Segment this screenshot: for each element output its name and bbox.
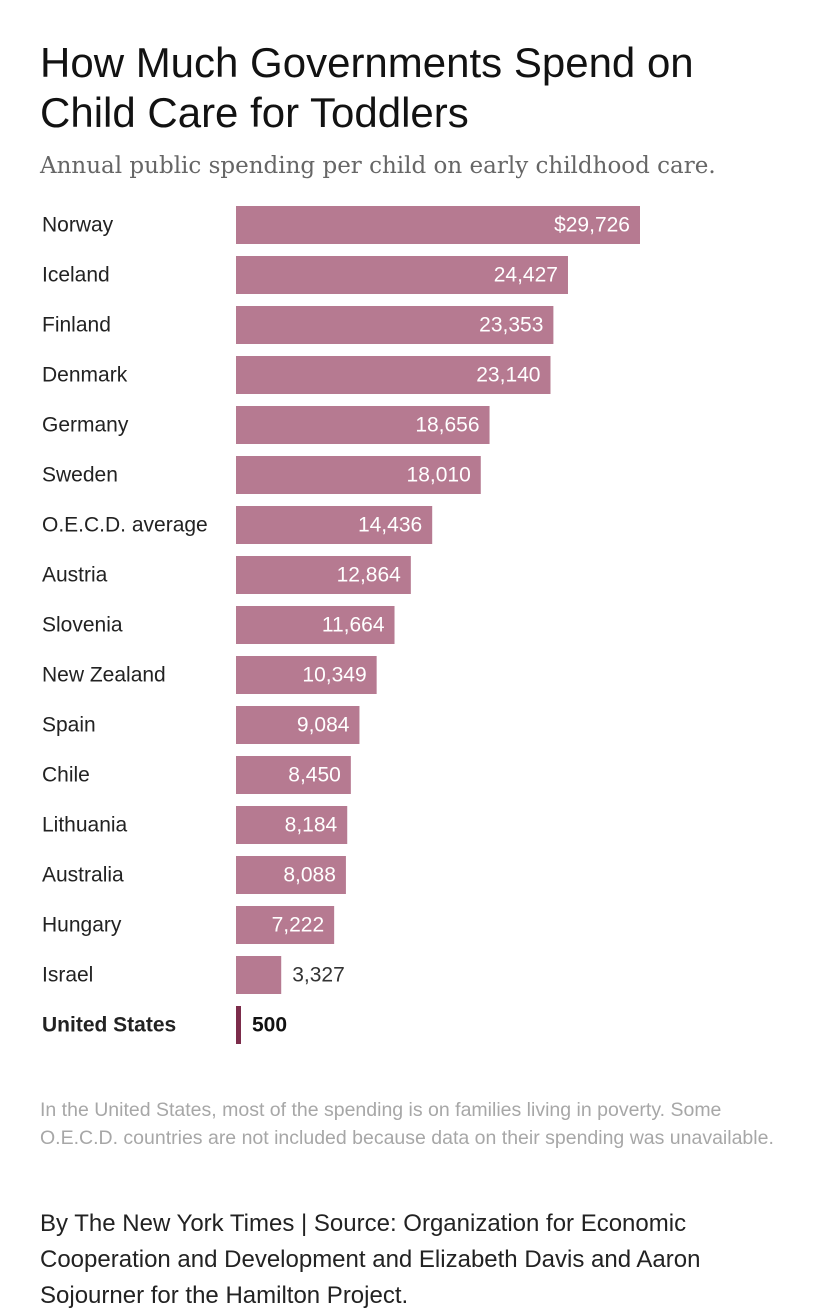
value-label-spain: 9,084	[297, 714, 350, 737]
bar-finland	[236, 306, 554, 344]
bar-sweden	[236, 456, 481, 494]
value-label-chile: 8,450	[288, 764, 341, 787]
bar-united-states	[236, 1006, 241, 1044]
category-label-austria: Austria	[42, 564, 108, 587]
bar-spain	[236, 706, 360, 744]
bar-new-zealand	[236, 656, 377, 694]
value-label-lithuania: 8,184	[285, 814, 338, 837]
category-label-new-zealand: New Zealand	[42, 664, 166, 687]
category-label-finland: Finland	[42, 314, 111, 337]
bar-slovenia	[236, 606, 395, 644]
value-label-iceland: 24,427	[494, 264, 558, 287]
value-label-sweden: 18,010	[407, 464, 471, 487]
bar-chile	[236, 756, 351, 794]
value-label-united-states: 500	[252, 1014, 287, 1037]
bar-o-e-c-d-average	[236, 506, 433, 544]
bar-hungary	[236, 906, 335, 944]
source-credit: By The New York Times | Source: Organiza…	[40, 1210, 701, 1309]
value-label-o-e-c-d-average: 14,436	[358, 514, 422, 537]
value-label-norway: $29,726	[554, 214, 630, 237]
category-label-united-states: United States	[42, 1014, 176, 1037]
value-label-austria: 12,864	[337, 564, 402, 587]
category-label-hungary: Hungary	[42, 914, 122, 937]
category-label-o-e-c-d-average: O.E.C.D. average	[42, 514, 208, 537]
bar-chart: Norway $29,726 Iceland 24,427 Finland 23,353 D…	[42, 206, 640, 1044]
category-label-spain: Spain	[42, 714, 96, 737]
bar-iceland	[236, 256, 568, 294]
chart-note: In the United States, most of the spendi…	[40, 1099, 774, 1149]
bar-australia	[236, 856, 346, 894]
bar-norway	[236, 206, 640, 244]
chart-subtitle: Annual public spending per child on earl…	[40, 153, 716, 179]
bar-lithuania	[236, 806, 348, 844]
category-label-norway: Norway	[42, 214, 114, 237]
category-label-australia: Australia	[42, 864, 124, 887]
category-label-slovenia: Slovenia	[42, 614, 123, 637]
bar-germany	[236, 406, 490, 444]
value-label-denmark: 23,140	[476, 364, 540, 387]
chart-title: How Much Governments Spend on Child Care…	[40, 39, 694, 136]
bar-austria	[236, 556, 411, 594]
value-label-australia: 8,088	[283, 864, 336, 887]
value-label-israel: 3,327	[292, 964, 345, 987]
category-label-iceland: Iceland	[42, 264, 110, 287]
bar-israel	[236, 956, 282, 994]
category-label-israel: Israel	[42, 964, 93, 987]
value-label-germany: 18,656	[415, 414, 479, 437]
bar-denmark	[236, 356, 551, 394]
value-label-slovenia: 11,664	[322, 614, 385, 637]
category-label-chile: Chile	[42, 764, 90, 787]
category-label-germany: Germany	[42, 414, 129, 437]
value-label-hungary: 7,222	[272, 914, 325, 937]
category-label-lithuania: Lithuania	[42, 814, 128, 837]
category-label-denmark: Denmark	[42, 364, 128, 387]
value-label-finland: 23,353	[479, 314, 543, 337]
value-label-new-zealand: 10,349	[302, 664, 366, 687]
category-label-sweden: Sweden	[42, 464, 118, 487]
